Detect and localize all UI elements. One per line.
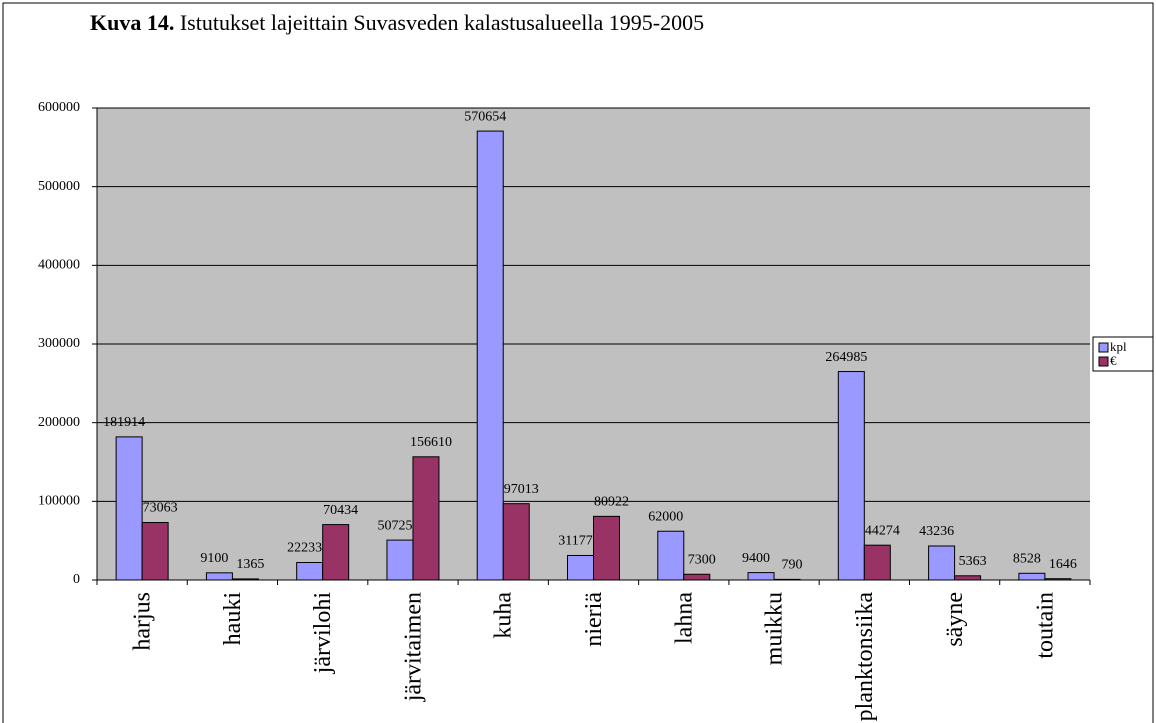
value-label: 31177 (558, 534, 592, 549)
value-label: 181914 (103, 415, 145, 430)
x-tick-label: järvitaimen (400, 592, 426, 702)
value-label: 73063 (143, 501, 178, 516)
value-label: 570654 (464, 109, 506, 124)
bar (296, 562, 324, 581)
figure-label: Kuva 14. (90, 10, 174, 35)
y-tick-label: 0 (73, 572, 80, 587)
value-label: 70434 (323, 503, 358, 518)
bar (593, 515, 620, 581)
bar (115, 436, 143, 581)
x-tick-label: hauki (220, 592, 246, 646)
x-tick-label: lahna (671, 592, 697, 644)
value-label: 9100 (200, 551, 228, 566)
value-label: 43236 (919, 524, 954, 539)
legend-swatch (1098, 356, 1109, 367)
bar (683, 573, 711, 581)
chart-title: Kuva 14. Istutukset lajeittain Suvasvede… (90, 10, 704, 35)
bar (386, 539, 414, 581)
y-tick-label: 500000 (38, 179, 80, 194)
value-label: 790 (782, 558, 803, 573)
x-tick-label: järvilohi (310, 592, 336, 675)
bar (657, 530, 685, 581)
legend-swatch (1098, 342, 1109, 353)
value-label: 62000 (648, 509, 683, 524)
y-tick-label: 600000 (38, 100, 80, 115)
x-tick-label: muikku (762, 592, 788, 665)
y-tick-label: 100000 (38, 494, 80, 509)
y-tick-label: 200000 (38, 415, 80, 430)
value-label: 9400 (742, 551, 770, 566)
bar (502, 503, 530, 581)
x-tick-label: harjus (130, 592, 156, 651)
x-tick-label: toutain (1032, 592, 1058, 659)
y-tick-label: 300000 (38, 336, 80, 351)
title-text: Istutukset lajeittain Suvasveden kalastu… (180, 10, 704, 35)
x-tick-label: planktonsiika (852, 592, 878, 722)
bar (141, 522, 169, 581)
value-label: 1646 (1049, 557, 1077, 572)
x-tick-label: nieriä (581, 592, 607, 647)
value-label: 50725 (377, 518, 412, 533)
value-label: 5363 (959, 554, 987, 569)
value-label: 156610 (410, 435, 452, 450)
x-tick-label: säyne (942, 592, 968, 647)
bar (863, 544, 891, 581)
bar (322, 524, 350, 581)
bar (954, 575, 982, 581)
bar (747, 572, 775, 581)
bar (476, 130, 504, 581)
bar (928, 545, 956, 581)
value-label: 80922 (594, 495, 629, 510)
value-label: 22233 (287, 541, 322, 556)
bar (1018, 572, 1046, 581)
x-tick-label: kuha (491, 592, 517, 639)
value-label: 7300 (688, 552, 716, 567)
value-label: 44274 (865, 523, 900, 538)
value-label: 1365 (236, 557, 264, 572)
legend-label: € (1110, 353, 1117, 368)
value-label: 264985 (825, 350, 867, 365)
bar (567, 554, 594, 581)
value-label: 97013 (504, 482, 539, 497)
y-tick-label: 400000 (38, 258, 80, 273)
bar (412, 456, 440, 581)
bar (205, 572, 233, 581)
bar (837, 371, 865, 581)
value-label: 8528 (1013, 552, 1041, 567)
legend-label: kpl (1110, 339, 1127, 354)
